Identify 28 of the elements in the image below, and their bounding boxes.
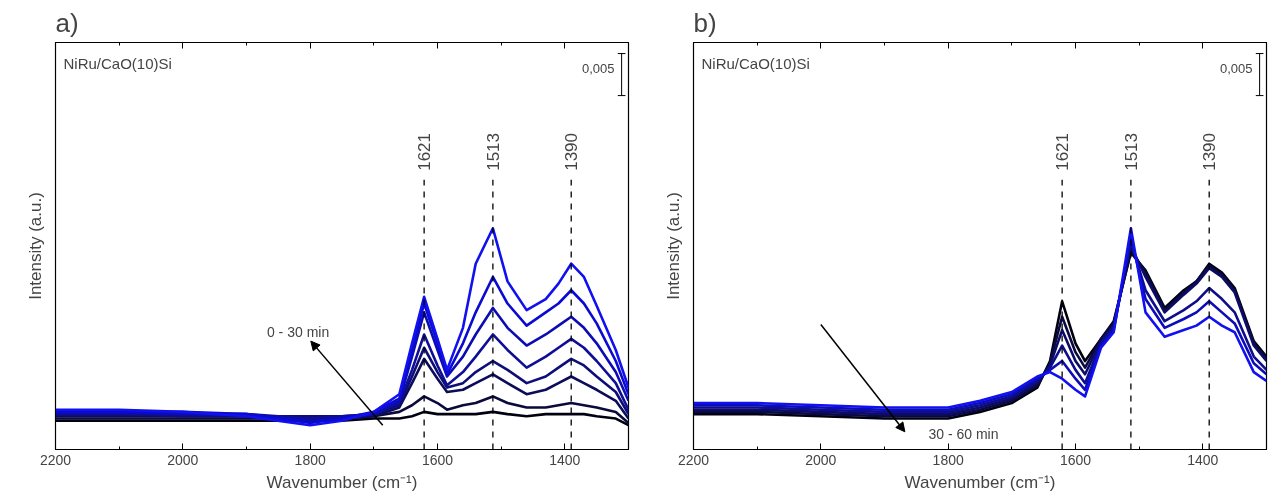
x-tick-label: 1600 [1059,451,1092,468]
ref-line-label: 1390 [1200,132,1220,171]
x-tick-label: 2000 [167,451,199,468]
x-tick-label: 2000 [805,451,837,468]
chart-title: b) [693,7,717,38]
text: NiRu/CaO(10)Si [63,54,172,72]
annotation: 0 - 30 min [266,324,330,341]
text: 0,005 [581,61,615,76]
chart-title: a) [55,7,79,38]
x-tick-label: 1600 [421,451,454,468]
ref-line-label: 1621 [1053,132,1073,171]
x-tick-label: 1400 [549,451,581,468]
text: NiRu/CaO(10)Si [701,54,810,72]
x-axis-title: Wavenumber (cm⁻¹) [266,472,418,492]
ref-line-label: 1621 [415,132,435,171]
y-axis-title: Intensity (a.u.) [663,192,683,300]
x-tick-label: 1800 [932,451,964,468]
ref-line-label: 1513 [1121,132,1141,171]
x-tick-label: 1800 [294,451,326,468]
x-tick-label: 1400 [1187,451,1219,468]
text: 0,005 [1219,61,1253,76]
y-axis-title: Intensity (a.u.) [25,192,45,300]
ref-line-label: 1390 [562,132,582,171]
x-tick-label: 2200 [39,451,72,468]
x-axis-title: Wavenumber (cm⁻¹) [904,472,1056,492]
x-tick-label: 2200 [677,451,710,468]
annotation: 30 - 60 min [928,426,999,443]
ref-line-label: 1513 [483,132,503,171]
